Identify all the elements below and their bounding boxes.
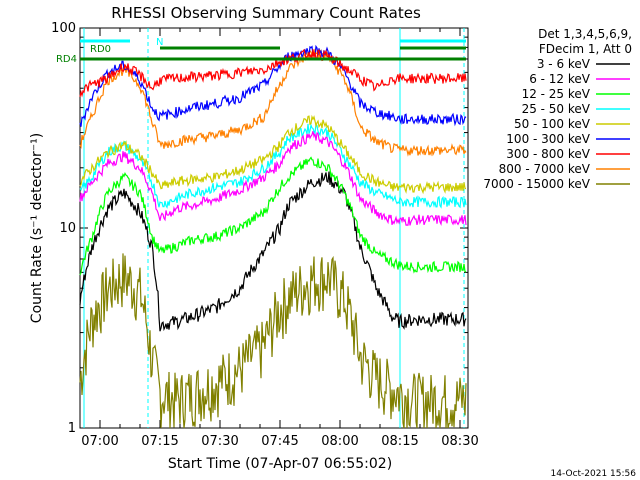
series-line	[79, 48, 467, 98]
series-group	[79, 44, 467, 429]
legend-label: 6 - 12 keV	[529, 72, 591, 86]
series-5	[79, 44, 467, 127]
status-bars: RD0 RD4 N	[56, 37, 466, 65]
legend-label: 25 - 50 keV	[522, 102, 591, 116]
legend-label: 12 - 25 keV	[522, 87, 591, 101]
x-axis-label: Start Time (07-Apr-07 06:55:02)	[168, 456, 392, 472]
plot-frame	[79, 27, 469, 429]
chart-title: RHESSI Observing Summary Count Rates	[111, 4, 421, 22]
x-tick-label: 08:30	[441, 434, 478, 449]
legend-label: 300 - 800 keV	[506, 147, 590, 161]
y-axis-label: Count Rate (s⁻¹ detector⁻¹)	[29, 133, 45, 323]
y-axis: 1 10 100	[51, 21, 468, 436]
x-tick-label: 08:15	[381, 434, 418, 449]
legend-header: FDecim 1, Att 0	[539, 42, 632, 56]
x-axis: 07:00 07:15 07:30 07:45 08:00 08:15 08:30	[79, 28, 479, 449]
y-tick-label: 1	[68, 421, 76, 436]
legend-label: 3 - 6 keV	[537, 57, 591, 71]
series-line	[79, 156, 467, 276]
annotation-n: N	[156, 37, 163, 48]
series-line	[79, 44, 467, 127]
x-tick-label: 07:00	[81, 434, 118, 449]
series-2	[79, 156, 467, 276]
annotation-rd4: RD4	[56, 54, 77, 65]
legend-label: 800 - 7000 keV	[499, 162, 591, 176]
legend-header: Det 1,3,4,5,6,9,	[538, 27, 632, 41]
series-line	[79, 131, 467, 226]
series-8	[79, 253, 467, 429]
x-tick-label: 07:15	[141, 434, 178, 449]
annotation-rd0: RD0	[90, 44, 111, 55]
series-line	[79, 253, 467, 429]
series-1	[79, 131, 467, 226]
series-line	[79, 171, 467, 332]
footer-timestamp: 14-Oct-2021 15:56	[551, 469, 637, 479]
legend-label: 50 - 100 keV	[514, 117, 591, 131]
series-4	[79, 114, 466, 195]
x-tick-label: 07:30	[201, 434, 238, 449]
legend-label: 100 - 300 keV	[506, 132, 590, 146]
legend: Det 1,3,4,5,6,9,FDecim 1, Att 03 - 6 keV…	[483, 27, 632, 191]
x-tick-label: 07:45	[261, 434, 298, 449]
y-tick-label: 10	[59, 221, 76, 236]
series-line	[79, 48, 467, 157]
series-7	[79, 48, 467, 157]
x-tick-label: 08:00	[321, 434, 358, 449]
plot-area: 1 10 100 07:00 07:15 07:30 07:45 08:00 08:15 08:…	[51, 21, 479, 449]
series-line	[79, 114, 466, 195]
series-0	[79, 171, 467, 332]
y-tick-label: 100	[51, 21, 76, 36]
legend-label: 7000 - 15000 keV	[483, 177, 590, 191]
series-6	[79, 48, 467, 98]
